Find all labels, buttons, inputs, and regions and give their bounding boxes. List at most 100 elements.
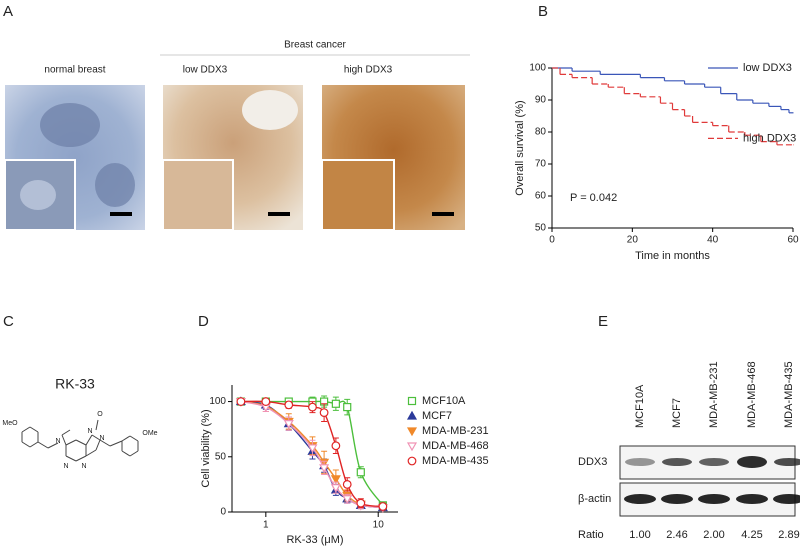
y-tick-label: 90 [535,95,547,106]
marker [236,397,246,406]
panel-letter: E [598,313,608,330]
bond [75,439,87,446]
band [736,494,768,504]
ratio-value: 2.00 [703,529,724,541]
marker [330,484,341,493]
legend-label: MDA-MB-468 [422,440,489,452]
marker [343,402,352,412]
atom-label: N [81,463,86,470]
panel-letter: D [198,313,209,330]
y-axis-label: Overall survival (%) [514,100,526,195]
marker [319,408,329,418]
inset [321,159,395,231]
marker [407,396,417,406]
x-axis-label: Time in months [635,250,710,262]
atom-label: O [97,411,103,418]
lane-label: MDA-MB-231 [708,361,720,428]
bond [65,455,77,462]
y-tick-label: 0 [220,507,226,518]
bond [37,441,49,449]
scale-bar [110,212,132,216]
legend-label: MCF7 [422,410,452,422]
bond [95,419,99,431]
x-axis-label: RK-33 (μM) [286,534,343,546]
tissue [40,103,100,147]
atom-label: MeO [2,420,18,427]
marker [342,495,353,504]
compound-name: RK-33 [55,376,95,392]
image-label: low DDX3 [183,65,228,76]
band [698,494,730,504]
legend-label: MCF10A [422,395,466,407]
band [624,494,656,504]
band [773,494,800,504]
bond [29,426,39,433]
tissue [242,90,298,130]
marker [330,475,341,485]
bond [121,450,131,457]
atom-label: N [87,428,92,435]
bond [75,455,87,462]
x-tick-label: 60 [787,235,799,246]
inset [162,159,234,231]
western-blot [619,445,796,517]
y-tick-label: 50 [535,223,547,234]
panel-letter: C [3,313,14,330]
atom-label: N [63,463,68,470]
lane-label: MCF10A [634,384,646,428]
band [737,456,767,468]
bond [91,434,101,441]
bond [29,441,39,448]
y-tick-label: 50 [215,451,227,462]
lane-label: MDA-MB-435 [783,361,795,428]
marker [406,427,418,437]
image-label: normal breast [44,65,105,76]
legend-label: high DDX3 [743,132,796,144]
ratio-label: Ratio [578,529,604,541]
marker [261,397,271,406]
row-label: DDX3 [578,456,607,468]
marker [342,479,352,489]
y-tick-label: 100 [209,396,226,407]
micrographs [4,54,470,231]
y-tick-label: 60 [535,191,547,202]
marker [319,464,330,474]
panel-letter: A [3,3,13,20]
band [774,458,800,466]
band [699,458,729,466]
band [661,494,693,504]
group-label: Breast cancer [284,40,346,51]
bond [109,440,123,447]
marker [407,456,417,466]
marker [307,444,318,454]
bond [121,435,131,442]
marker [284,400,294,410]
lane-label: MDA-MB-468 [746,361,758,428]
legend-label: MDA-MB-435 [422,455,489,467]
panel-letter: B [538,3,548,20]
marker [356,468,365,477]
bond [95,439,101,451]
legend-label: low DDX3 [743,62,792,74]
bond [47,442,59,449]
ratio-value: 2.89 [778,529,799,541]
atom-label: N [99,435,104,442]
marker [283,420,294,429]
ratio-value: 4.25 [741,529,762,541]
ratio-value: 1.00 [629,529,650,541]
marker [356,498,366,508]
scale-bar [432,212,454,216]
bond [85,449,97,457]
tissue [95,163,135,207]
atom-label: N [55,438,60,445]
x-tick-label: 0 [549,235,555,246]
x-tick-label: 1 [263,520,269,531]
tissue [20,180,56,210]
y-tick-label: 100 [529,63,546,74]
y-tick-label: 70 [535,159,547,170]
marker [378,502,388,511]
bond [85,434,93,446]
bond [99,439,111,447]
legend-label: MDA-MB-231 [422,425,489,437]
